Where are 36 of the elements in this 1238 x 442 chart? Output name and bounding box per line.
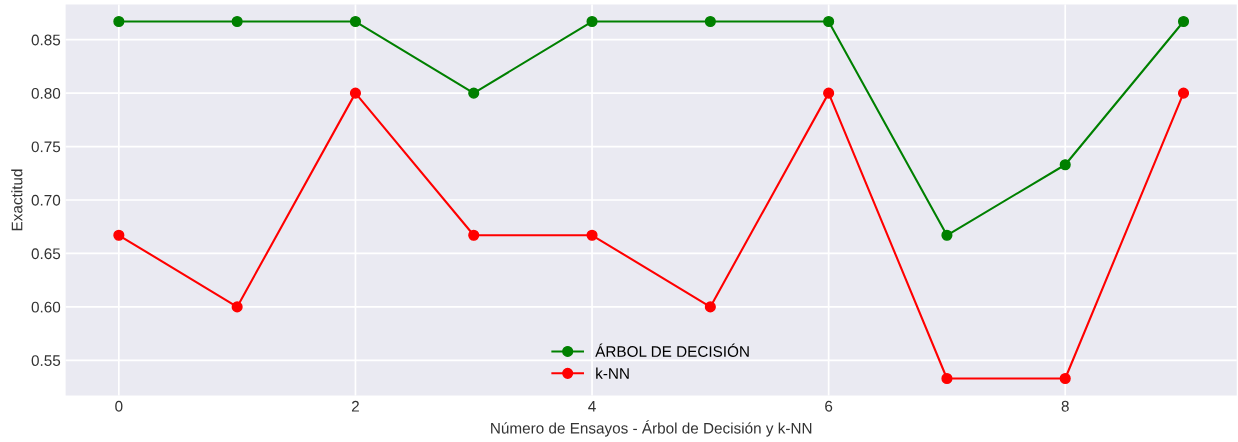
point <box>1059 159 1071 171</box>
y-tick-label: 0.80 <box>31 88 61 99</box>
point <box>704 301 716 313</box>
point <box>349 15 361 28</box>
point <box>468 87 480 99</box>
point <box>231 301 243 313</box>
point <box>349 87 361 99</box>
point <box>586 15 598 28</box>
point <box>1059 372 1071 385</box>
point <box>468 229 480 241</box>
point <box>113 229 125 241</box>
legend-label: k-NN <box>596 367 629 379</box>
point <box>704 15 716 28</box>
point <box>113 15 125 28</box>
point <box>1177 15 1190 28</box>
y-axis-title: Exactitud <box>11 169 23 231</box>
point <box>941 372 953 385</box>
point <box>586 229 598 241</box>
x-tick-label: 4 <box>588 401 596 412</box>
y-tick-label: 0.65 <box>31 248 61 260</box>
point <box>823 87 835 99</box>
y-tick-label: 0.60 <box>31 301 61 313</box>
legend-label: ÁRBOL DE DECISIÓN <box>595 343 749 357</box>
point <box>231 15 243 28</box>
y-tick-label: 0.75 <box>31 141 61 153</box>
x-tick-label: 0 <box>115 400 123 412</box>
point <box>823 15 835 28</box>
x-tick-label: 2 <box>351 400 359 412</box>
point <box>941 229 953 241</box>
x-tick-label: 8 <box>1061 400 1069 412</box>
x-axis-title: Número de Ensayos - Árbol de Decisión y k-NN <box>491 420 812 437</box>
y-tick-label: 0.55 <box>31 355 61 367</box>
x-tick-label: 6 <box>825 400 833 412</box>
point <box>1177 87 1190 99</box>
y-tick-label: 0.70 <box>31 194 61 206</box>
y-tick-label: 0.85 <box>31 34 61 46</box>
